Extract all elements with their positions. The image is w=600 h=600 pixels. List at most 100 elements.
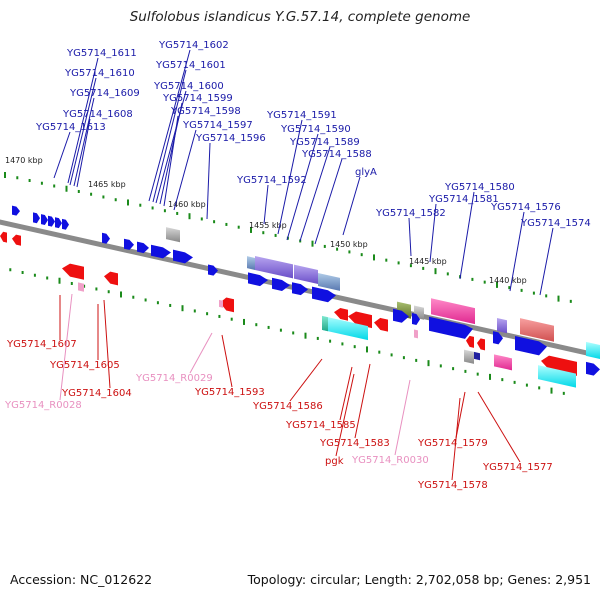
ruler-tick [427, 360, 430, 367]
ruler-tick [107, 290, 110, 294]
ruler-tick [274, 233, 277, 237]
domain-block [538, 365, 576, 388]
ruler-tick [434, 268, 437, 275]
reverse-cds [334, 308, 348, 321]
gene-label: YG5714_1611 [66, 48, 137, 59]
forward-cds [151, 244, 171, 259]
gene-label: YG5714_1574 [520, 218, 591, 229]
leader-line [339, 366, 353, 421]
ruler-tick [243, 318, 245, 325]
domain-block [520, 318, 554, 342]
ruler-tick [163, 209, 166, 213]
accession-text: Accession: NC_012622 [10, 572, 153, 587]
ruler-tick [16, 176, 19, 180]
ruler-tick [4, 172, 6, 178]
gene-label: YG5714_1582 [375, 208, 446, 219]
gene-label: YG5714_1578 [417, 480, 488, 491]
forward-cds [55, 217, 62, 229]
ruler-tick [77, 189, 80, 193]
reverse-cds [62, 263, 84, 280]
ruler-tick [545, 294, 548, 298]
outer-tick-row [4, 172, 572, 303]
ruler-tick [550, 387, 553, 394]
forward-cds [412, 313, 420, 325]
reverse-cds [0, 231, 7, 243]
ruler-tick [569, 299, 572, 303]
gene-label: YG5714_1580 [444, 182, 515, 193]
ruler-label-kbp: 1465 kbp [88, 180, 126, 189]
gene-label: YG5714_1607 [6, 339, 77, 350]
gene-label: YG5714_1576 [490, 202, 561, 213]
gene-label: YG5714_1586 [252, 401, 323, 412]
ruler-tick [501, 378, 504, 382]
leader-line [451, 397, 461, 481]
leader-line [189, 332, 213, 374]
leader-line [173, 129, 197, 211]
ruler-tick [439, 364, 442, 368]
reverse-cds [477, 338, 485, 351]
leader-line [477, 391, 521, 463]
ruler-tick [483, 280, 486, 284]
ruler-tick [360, 253, 363, 257]
domain-block [494, 354, 512, 371]
ruler-tick [127, 199, 129, 206]
ruler-tick [496, 281, 498, 288]
ruler-tick [336, 247, 339, 251]
rna-feature [414, 329, 418, 339]
leader-line [69, 77, 97, 186]
leader-line [263, 184, 269, 225]
ruler-tick [323, 244, 326, 248]
ruler-label-kbp: 1440 kbp [489, 276, 527, 285]
leader-line [429, 203, 437, 263]
gene-label: YG5714_1599 [162, 93, 233, 104]
ruler-tick [409, 264, 412, 268]
ruler-tick [206, 312, 209, 316]
ruler-tick [489, 373, 491, 380]
gene-label: YG5714_1598 [170, 106, 241, 117]
gene-label: pgk [325, 456, 344, 467]
ruler-tick [366, 346, 368, 353]
ruler-tick [452, 367, 455, 371]
ruler-tick [114, 198, 117, 202]
forward-cds [312, 286, 336, 303]
ruler-tick [538, 386, 541, 390]
ruler-tick [176, 211, 179, 215]
gene-label: YG5714_1588 [301, 149, 372, 160]
leader-line [289, 358, 323, 402]
ruler-tick [341, 342, 344, 346]
ruler-tick [200, 217, 203, 221]
domain-block [294, 264, 318, 285]
ruler-tick [304, 332, 307, 339]
forward-cds [33, 212, 40, 224]
ruler-tick [181, 305, 184, 312]
ruler-tick [532, 291, 535, 295]
ruler-tick [513, 380, 516, 384]
ruler-tick [446, 272, 449, 276]
reverse-cds [541, 355, 577, 376]
reverse-cds [104, 271, 118, 286]
forward-cds [137, 241, 149, 254]
leader-line [408, 217, 412, 257]
leader-line [59, 293, 73, 401]
domain-block [474, 351, 480, 361]
ruler-tick [402, 356, 405, 360]
ruler-label-kbp: 1455 kbp [249, 221, 287, 230]
gene-label: YG5714_1583 [319, 438, 390, 449]
forward-cds [493, 331, 503, 345]
ruler-tick [40, 181, 43, 185]
leader-line [335, 373, 355, 457]
ruler-tick [188, 213, 191, 220]
gene-label: YG5714_R0028 [4, 400, 82, 411]
ruler-tick [151, 206, 154, 210]
ruler-label-kbp: 1450 kbp [330, 240, 368, 249]
leader-line [394, 379, 411, 456]
forward-cds [515, 336, 547, 356]
forward-cds [48, 215, 55, 227]
ruler-label-kbp: 1460 kbp [168, 200, 206, 209]
ruler-tick [397, 261, 400, 265]
leader-line [509, 211, 525, 292]
leader-line [354, 363, 371, 439]
ruler-tick [348, 250, 351, 254]
ruler-tick [390, 353, 393, 357]
